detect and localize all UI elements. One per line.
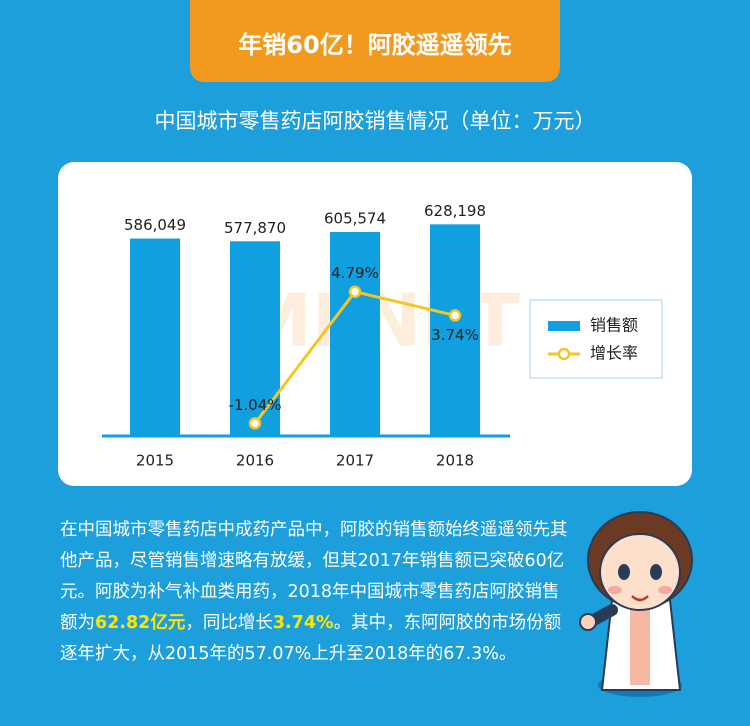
highlight-text: 62.82亿元: [95, 613, 186, 633]
body-text: 在中国城市零售药店中成药产品中，阿胶的销售额始终遥遥领先其他产品，尽管销售增速略…: [60, 520, 568, 633]
x-tick-label: 2017: [336, 452, 374, 470]
value-label: 605,574: [324, 209, 386, 227]
bar: [330, 231, 380, 436]
line-marker: [448, 309, 462, 322]
legend-label: 增长率: [590, 344, 638, 363]
body-text: 。其中，东阿阿胶的市场份额逐年扩大，从2015年的57.07%上升至2018年的…: [60, 613, 562, 664]
value-label: 4.79%: [331, 264, 379, 282]
line-marker: [348, 285, 362, 298]
value-label: 577,870: [224, 219, 286, 237]
value-label: 628,198: [424, 202, 486, 220]
banner-title: 年销60亿！阿胶遥遥领先: [238, 31, 511, 59]
bar: [430, 224, 480, 436]
line-marker: [248, 417, 262, 430]
chart-title: 中国城市零售药店阿胶销售情况（单位：万元）: [155, 109, 596, 133]
x-tick-label: 2018: [436, 452, 474, 470]
girl-illustration: [579, 511, 693, 697]
legend-box: [529, 299, 663, 379]
body-text: ，同比增长: [185, 613, 273, 633]
value-label: 586,049: [124, 216, 186, 234]
highlight-text: 3.74%: [272, 613, 334, 633]
x-tick-label: 2016: [236, 452, 274, 470]
banner-bg: [190, 0, 560, 82]
value-label: 3.74%: [431, 326, 479, 344]
value-label: -1.04%: [228, 396, 281, 414]
x-tick-label: 2015: [136, 452, 174, 470]
legend-label: 销售额: [590, 316, 638, 335]
legend-swatch: [548, 321, 580, 331]
bar: [130, 238, 180, 436]
description: 在中国城市零售药店中成药产品中，阿胶的销售额始终遥遥领先其他产品，尽管销售增速略…: [60, 515, 570, 670]
legend-swatch: [557, 347, 571, 361]
